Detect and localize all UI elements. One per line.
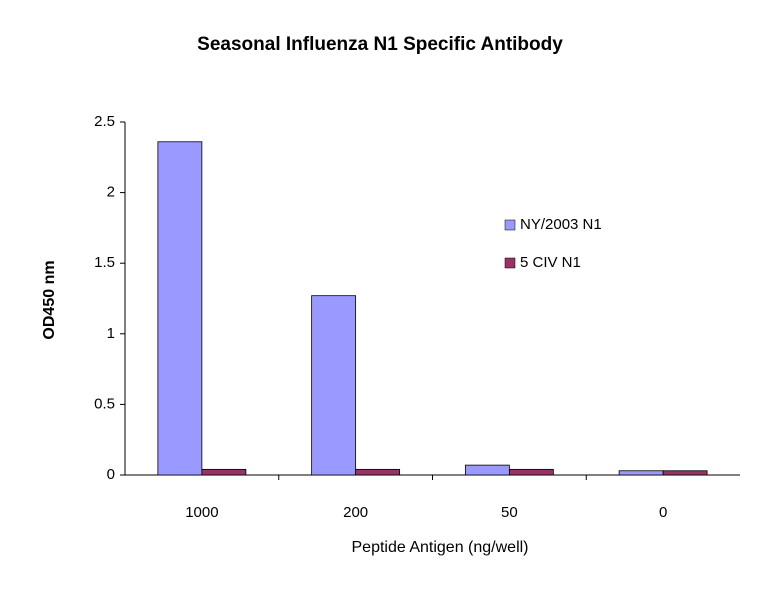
bar <box>508 468 554 476</box>
y-axis-label: OD450 nm <box>41 260 58 339</box>
legend-label: 5 CIV N1 <box>520 254 581 271</box>
y-tick-label: 1 <box>107 325 115 342</box>
bar <box>662 470 708 476</box>
x-tick-label: 1000 <box>185 504 218 521</box>
bar <box>311 295 357 476</box>
y-tick-label: 2 <box>107 184 115 201</box>
bar <box>355 468 401 476</box>
legend-swatch <box>504 257 516 269</box>
y-tick-label: 0.5 <box>94 395 115 412</box>
bar <box>464 464 510 476</box>
legend-swatch <box>504 219 516 231</box>
y-tick-label: 0 <box>107 466 115 483</box>
bar <box>618 470 664 476</box>
x-tick-label: 200 <box>343 504 368 521</box>
bar <box>201 468 247 476</box>
y-tick-label: 2.5 <box>94 113 115 130</box>
x-axis-label: Peptide Antigen (ng/well) <box>352 539 529 556</box>
bar <box>157 141 203 476</box>
y-tick-label: 1.5 <box>94 254 115 271</box>
legend-label: NY/2003 N1 <box>520 216 602 233</box>
chart-title: Seasonal Influenza N1 Specific Antibody <box>197 34 563 55</box>
x-tick-label: 0 <box>659 504 667 521</box>
x-tick-label: 50 <box>501 504 518 521</box>
